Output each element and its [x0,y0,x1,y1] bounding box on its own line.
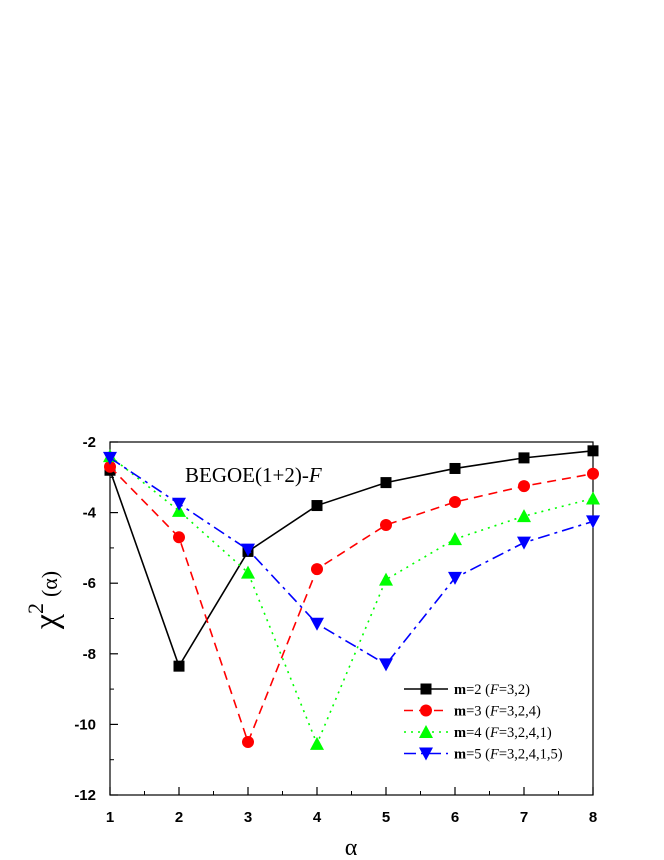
legend-label-part: F [489,725,499,741]
y-tick-label: -4 [83,505,97,522]
legend-label-part: =3 ( [466,704,490,720]
data-point [518,452,530,464]
data-point [380,477,392,489]
y-tick-label: -6 [83,575,96,592]
x-tick-label: 7 [520,809,528,826]
annotation-text: BEGOE(1+2)- [185,463,309,487]
plot-frame [109,441,594,796]
data-point [587,467,599,480]
series-line [109,457,594,666]
y-tick-label: -10 [74,716,96,733]
data-point [587,445,599,457]
legend-label-part: =4 ( [466,725,490,741]
legend-label: m=2 (F=3,2) [454,682,530,698]
legend-label: m=5 (F=3,2,4,1,5) [454,747,563,763]
y-axis-title-text: χ2 (α) [23,571,65,630]
data-point [242,736,254,749]
data-point [379,572,393,586]
legend-marker [419,725,433,738]
legend: m=2 (F=3,2)m=3 (F=3,2,4)m=4 (F=3,2,4,1)m… [404,682,563,763]
legend-item: m=5 (F=3,2,4,1,5) [404,747,563,763]
data-point [310,736,324,750]
data-point [518,480,530,493]
legend-label-part: F [489,747,499,763]
legend-label-part: =3,2,4,1,5) [499,747,563,763]
data-point [104,460,116,473]
legend-item: m=3 (F=3,2,4) [404,704,541,720]
y-axis-title: χ2 (α) [23,571,65,630]
x-tick-label: 4 [313,809,322,826]
series-3-group [104,460,599,749]
series-line [109,450,594,669]
data-point [517,509,531,523]
data-point [380,518,392,531]
legend-label-part: F [489,704,499,720]
legend-label-part: m [454,682,466,698]
legend-label-part: =3,2,4,1) [499,725,552,741]
y-tick-label: -12 [74,787,96,804]
legend-item: m=4 (F=3,2,4,1) [404,725,552,741]
legend-label-part: m [454,704,466,720]
axis-ticks [109,441,594,796]
series-line [109,466,594,745]
legend-label-part: F [489,682,499,698]
data-point [311,563,323,576]
x-tick-label: 1 [106,809,114,826]
plot-frame-group [109,441,594,796]
y-axis-title-superscript: 2 [23,603,48,614]
data-point [241,565,255,579]
y-tick-label: -2 [83,434,96,451]
legend-label-part: =3,2) [499,682,530,698]
legend-item: m=2 (F=3,2) [404,682,530,698]
data-point [448,532,462,546]
data-point [241,543,255,557]
data-point [448,571,462,585]
annotation-italic: F [308,463,322,487]
data-point [586,515,600,529]
data-point [586,491,600,505]
legend-label: m=4 (F=3,2,4,1) [454,725,552,741]
legend-marker [420,683,432,695]
data-point [379,658,393,672]
series-layer [103,445,600,750]
series-2-group [104,445,599,672]
x-tick-label: 3 [244,809,252,826]
chart-annotation: BEGOE(1+2)-F [185,463,322,487]
data-point [311,500,323,512]
legend-marker [420,704,432,717]
data-point [449,496,461,509]
data-point [173,531,185,544]
y-axis-title-suffix: (α) [37,571,62,597]
x-tick-label: 6 [451,809,459,826]
x-tick-label: 8 [589,809,597,826]
legend-label: m=3 (F=3,2,4) [454,704,541,720]
legend-label-part: m [454,725,466,741]
legend-marker [419,747,433,761]
legend-label-part: =2 ( [466,682,490,698]
legend-label-part: =5 ( [466,747,490,763]
legend-label-part: =3,2,4) [499,704,541,720]
series-5-group [103,451,600,672]
x-tick-label: 2 [175,809,183,826]
data-point [172,497,186,511]
data-point [310,617,324,631]
y-tick-label: -8 [83,646,96,663]
tick-labels: 1 2 3 4 5 6 7 8 -12 -10 -8 -6 -4 -2 [74,434,597,826]
data-point [449,462,461,474]
legend-label-part: m [454,747,466,763]
x-axis-title: α [345,835,358,860]
data-point [517,536,531,550]
y-axis-title-chi: χ [28,614,65,630]
data-point [173,660,185,672]
data-point [103,451,117,465]
x-tick-label: 5 [382,809,390,826]
